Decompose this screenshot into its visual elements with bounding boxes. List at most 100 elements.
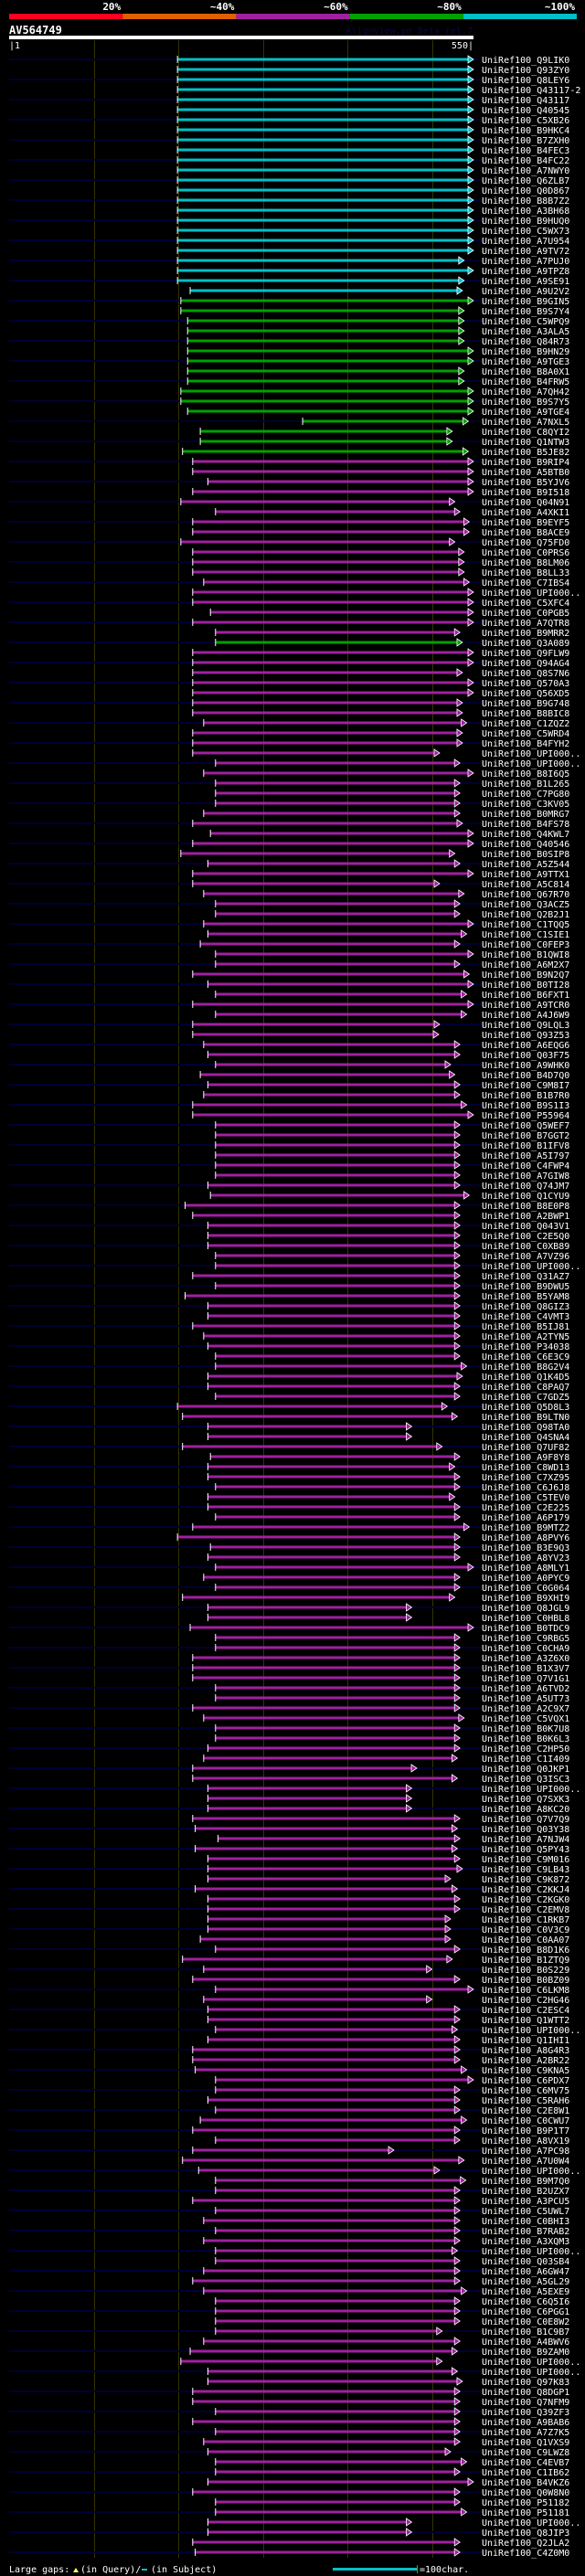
hit-row[interactable]: UniRef100_C2E225 bbox=[9, 1502, 569, 1513]
hit-label[interactable]: UniRef100_B4VKZ6 bbox=[482, 2478, 569, 2488]
hit-label[interactable]: UniRef100_C6PGG1 bbox=[482, 2307, 569, 2317]
hit-row[interactable]: UniRef100_Q04N91 bbox=[9, 497, 569, 508]
hit-label[interactable]: UniRef100_Q3ISC3 bbox=[482, 1775, 569, 1785]
hit-label[interactable]: UniRef100_B1L265 bbox=[482, 779, 569, 790]
hit-label[interactable]: UniRef100_B4D7Q0 bbox=[482, 1071, 569, 1081]
hit-label[interactable]: UniRef100_C0G064 bbox=[482, 1584, 569, 1594]
hit-label[interactable]: UniRef100_A2C9X7 bbox=[482, 1704, 569, 1714]
hit-row[interactable]: UniRef100_Q1IHI1 bbox=[207, 2035, 569, 2046]
hit-row[interactable]: UniRef100_A5C814 bbox=[9, 879, 569, 890]
hit-label[interactable]: UniRef100_A5GL29 bbox=[482, 2277, 569, 2287]
hit-label[interactable]: UniRef100_C0E8W2 bbox=[482, 2317, 569, 2327]
hit-row[interactable]: UniRef100_B9S1I3 bbox=[9, 1100, 569, 1111]
hit-label[interactable]: UniRef100_B4FEC3 bbox=[482, 146, 569, 156]
hit-row[interactable]: UniRef100_Q0W8N0 bbox=[9, 2487, 569, 2498]
hit-row[interactable]: UniRef100_Q9LIK0 bbox=[9, 55, 569, 66]
hit-label[interactable]: UniRef100_Q1K4D5 bbox=[482, 1373, 569, 1383]
hit-label[interactable]: UniRef100_A5Z544 bbox=[482, 860, 569, 870]
hit-label[interactable]: UniRef100_C2ESC4 bbox=[482, 2006, 569, 2016]
hit-label[interactable]: UniRef100_B6FXT1 bbox=[482, 991, 569, 1001]
hit-row[interactable]: UniRef100_B1X3V7 bbox=[9, 1663, 569, 1674]
hit-row[interactable]: UniRef100_Q0JKP1 bbox=[9, 1764, 569, 1775]
hit-label[interactable]: UniRef100_C2E8W1 bbox=[482, 2106, 569, 2116]
hit-label[interactable]: UniRef100_A9TGE4 bbox=[482, 408, 569, 418]
hit-label[interactable]: UniRef100_C9M8I7 bbox=[482, 1081, 569, 1091]
hit-label[interactable]: UniRef100_A5BTB0 bbox=[482, 468, 569, 478]
hit-row[interactable]: UniRef100_B5YAM8 bbox=[184, 1291, 569, 1302]
hit-label[interactable]: UniRef100_C9LWZ8 bbox=[482, 2448, 569, 2458]
hit-row[interactable]: UniRef100_Q03F75 bbox=[207, 1050, 569, 1061]
hit-row[interactable]: UniRef100_B9HN29 bbox=[186, 346, 570, 357]
hit-label[interactable]: UniRef100_B5IJ81 bbox=[482, 1322, 569, 1332]
hit-row[interactable]: UniRef100_Q74JM7 bbox=[9, 1181, 569, 1192]
hit-row[interactable]: UniRef100_C5TEV0 bbox=[207, 1492, 569, 1503]
hit-label[interactable]: UniRef100_B9XHI9 bbox=[482, 1594, 569, 1604]
hit-label[interactable]: UniRef100_C5WRD4 bbox=[482, 729, 569, 739]
hit-row[interactable]: UniRef100_Q0D867 bbox=[176, 186, 570, 196]
hit-label[interactable]: UniRef100_A7NXL5 bbox=[482, 418, 569, 428]
hit-row[interactable]: UniRef100_Q67R70 bbox=[203, 889, 569, 900]
hit-label[interactable]: UniRef100_A3Z6X0 bbox=[482, 1654, 569, 1664]
hit-label[interactable]: UniRef100_Q56XD5 bbox=[482, 689, 569, 699]
hit-label[interactable]: UniRef100_B9I518 bbox=[482, 488, 569, 498]
hit-label[interactable]: UniRef100_UPI000.. bbox=[482, 2358, 580, 2368]
hit-row[interactable]: UniRef100_C5WX73 bbox=[176, 226, 570, 237]
hit-row[interactable]: UniRef100_C0HBL8 bbox=[207, 1613, 569, 1624]
hit-row[interactable]: UniRef100_B8LM06 bbox=[9, 557, 569, 568]
hit-row[interactable]: UniRef100_A5I797 bbox=[215, 1150, 569, 1161]
hit-label[interactable]: UniRef100_C1I409 bbox=[482, 1754, 569, 1765]
hit-label[interactable]: UniRef100_A7NJW4 bbox=[482, 1835, 569, 1845]
hit-row[interactable]: UniRef100_UPI000.. bbox=[9, 1784, 580, 1795]
hit-label[interactable]: UniRef100_B4FRW5 bbox=[482, 377, 569, 387]
hit-row[interactable]: UniRef100_B0BZ09 bbox=[192, 1975, 569, 1986]
hit-label[interactable]: UniRef100_Q8DGP1 bbox=[482, 2388, 569, 2398]
hit-row[interactable]: UniRef100_Q1VXS9 bbox=[203, 2437, 569, 2448]
hit-label[interactable]: UniRef100_B0MRG7 bbox=[482, 810, 569, 820]
hit-row[interactable]: UniRef100_A7QH42 bbox=[180, 387, 569, 398]
hit-label[interactable]: UniRef100_C0FEP3 bbox=[482, 940, 569, 950]
hit-row[interactable]: UniRef100_B5YJV6 bbox=[9, 477, 569, 488]
hit-label[interactable]: UniRef100_A5UT73 bbox=[482, 1694, 569, 1704]
hit-label[interactable]: UniRef100_B8I6Q5 bbox=[482, 769, 569, 779]
hit-label[interactable]: UniRef100_A9F8Y8 bbox=[482, 1453, 569, 1463]
hit-label[interactable]: UniRef100_B0K7U8 bbox=[482, 1724, 569, 1734]
hit-row[interactable]: UniRef100_B5JE82 bbox=[182, 447, 569, 458]
hit-label[interactable]: UniRef100_Q0D867 bbox=[482, 186, 569, 196]
hit-row[interactable]: UniRef100_B0SIP8 bbox=[180, 849, 569, 860]
hit-label[interactable]: UniRef100_B8D1K6 bbox=[482, 1945, 569, 1956]
hit-row[interactable]: UniRef100_Q1NTW3 bbox=[9, 437, 569, 448]
hit-row[interactable]: UniRef100_A8YV23 bbox=[207, 1553, 569, 1564]
hit-label[interactable]: UniRef100_Q8GIZ3 bbox=[482, 1302, 569, 1312]
hit-label[interactable]: UniRef100_P51182 bbox=[482, 2498, 569, 2508]
hit-row[interactable]: UniRef100_B9M7Q0 bbox=[215, 2176, 569, 2187]
hit-label[interactable]: UniRef100_UPI000.. bbox=[482, 2247, 580, 2257]
hit-label[interactable]: UniRef100_UPI000.. bbox=[482, 759, 580, 769]
hit-row[interactable]: UniRef100_Q7V7Q9 bbox=[192, 1814, 569, 1825]
hit-label[interactable]: UniRef100_C9M016 bbox=[482, 1855, 569, 1865]
hit-row[interactable]: UniRef100_A9TGE4 bbox=[186, 407, 570, 418]
hit-row[interactable]: UniRef100_A7PC98 bbox=[9, 2146, 569, 2157]
hit-label[interactable]: UniRef100_C4Z0M0 bbox=[482, 2549, 569, 2559]
hit-label[interactable]: UniRef100_C9RBG5 bbox=[482, 1634, 569, 1644]
hit-row[interactable]: UniRef100_A7NXL5 bbox=[9, 417, 569, 428]
hit-row[interactable]: UniRef100_B9EYF5 bbox=[9, 517, 569, 528]
hit-label[interactable]: UniRef100_C5RAH6 bbox=[482, 2096, 569, 2106]
hit-row[interactable]: UniRef100_A3PCU5 bbox=[192, 2196, 569, 2207]
hit-label[interactable]: UniRef100_Q31AZ7 bbox=[482, 1272, 569, 1282]
hit-row[interactable]: UniRef100_UPI000.. bbox=[9, 2246, 580, 2257]
hit-label[interactable]: UniRef100_B7GGT2 bbox=[482, 1131, 569, 1141]
hit-label[interactable]: UniRef100_B9M7Q0 bbox=[482, 2177, 569, 2187]
hit-label[interactable]: UniRef100_Q9FLW9 bbox=[482, 649, 569, 659]
hit-row[interactable]: UniRef100_A6M2X7 bbox=[9, 959, 569, 970]
hit-label[interactable]: UniRef100_B8LL33 bbox=[482, 568, 569, 578]
hit-label[interactable]: UniRef100_B7RAB2 bbox=[482, 2227, 569, 2237]
hit-row[interactable]: UniRef100_C4EVB7 bbox=[215, 2457, 569, 2468]
hit-row[interactable]: UniRef100_C6PDX7 bbox=[215, 2075, 569, 2086]
hit-row[interactable]: UniRef100_A3XQM3 bbox=[203, 2236, 569, 2247]
hit-row[interactable]: UniRef100_Q5WEF7 bbox=[9, 1120, 569, 1131]
hit-label[interactable]: UniRef100_Q7V1G1 bbox=[482, 1674, 569, 1684]
hit-label[interactable]: UniRef100_Q7NFM9 bbox=[482, 2398, 569, 2408]
hit-label[interactable]: UniRef100_C8WD13 bbox=[482, 1463, 569, 1473]
hit-row[interactable]: UniRef100_P51182 bbox=[215, 2497, 569, 2508]
hit-label[interactable]: UniRef100_B8LM06 bbox=[482, 558, 569, 568]
